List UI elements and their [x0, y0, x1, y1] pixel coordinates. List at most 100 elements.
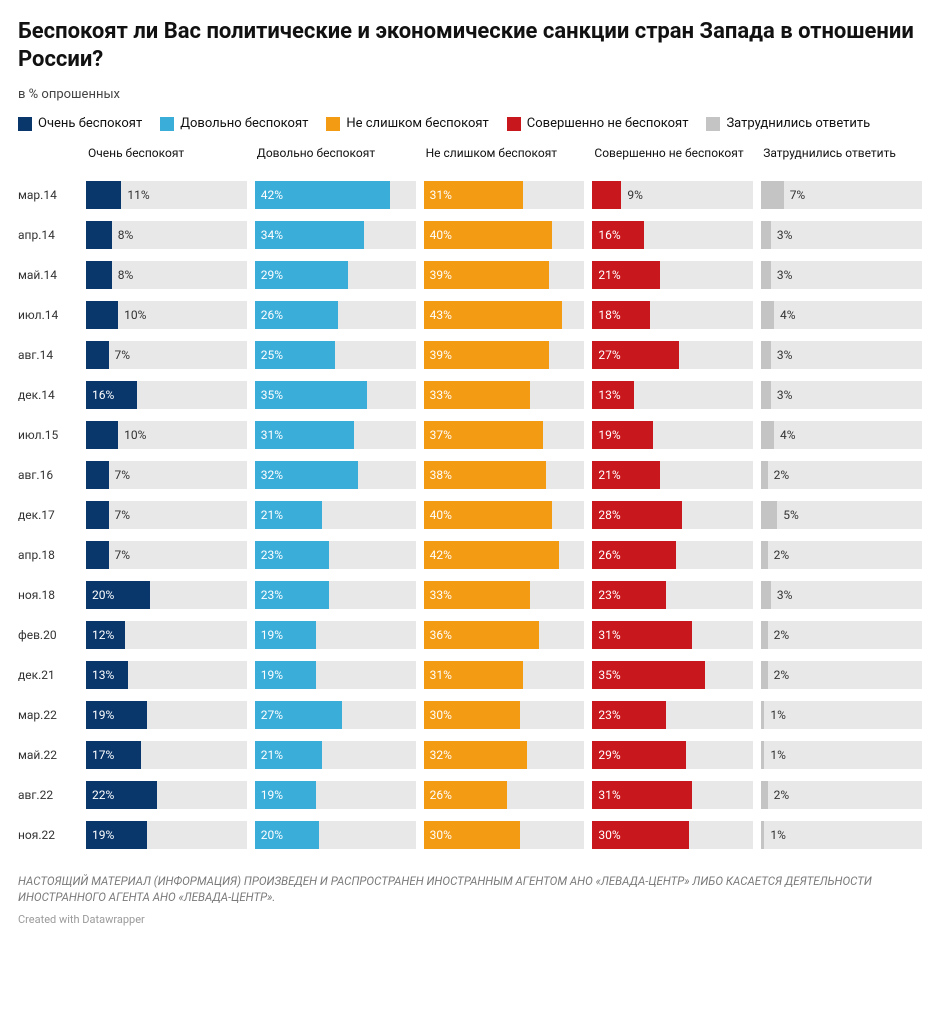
bar-label: 3% — [777, 588, 793, 602]
cell: 8% — [86, 221, 247, 249]
row-label: авг.14 — [18, 341, 78, 369]
cell: 39% — [424, 341, 585, 369]
bar-label: 13% — [598, 388, 620, 402]
bar-label: 26% — [598, 548, 620, 562]
cell: 23% — [255, 581, 416, 609]
cell: 27% — [592, 341, 753, 369]
bar-label: 19% — [261, 788, 283, 802]
cell: 21% — [592, 461, 753, 489]
bar-label: 2% — [774, 668, 790, 682]
cell: 3% — [761, 261, 922, 289]
cell: 9% — [592, 181, 753, 209]
bar-label: 43% — [430, 308, 452, 322]
bar — [761, 261, 771, 289]
bar-label: 40% — [430, 508, 452, 522]
row-label: дек.14 — [18, 381, 78, 409]
bar-label: 9% — [627, 188, 643, 202]
bar-label: 11% — [127, 188, 149, 202]
chart-title: Беспокоят ли Вас политические и экономич… — [18, 18, 922, 73]
row-label: дек.17 — [18, 501, 78, 529]
column-header: Затруднились ответить — [761, 147, 922, 169]
bar-label: 7% — [790, 188, 806, 202]
cell: 3% — [761, 341, 922, 369]
row-label: июл.14 — [18, 301, 78, 329]
bar — [86, 541, 109, 569]
row-label: мар.14 — [18, 181, 78, 209]
chart-grid: Очень беспокоятДовольно беспокоятНе слиш… — [18, 147, 922, 849]
bar — [761, 421, 774, 449]
bar-label: 31% — [261, 428, 283, 442]
cell: 37% — [424, 421, 585, 449]
row-label: май.22 — [18, 741, 78, 769]
cell: 29% — [592, 741, 753, 769]
bar-label: 16% — [92, 388, 114, 402]
cell: 19% — [255, 621, 416, 649]
bar — [761, 301, 774, 329]
cell: 39% — [424, 261, 585, 289]
row-label: ноя.18 — [18, 581, 78, 609]
bar-label: 26% — [430, 788, 452, 802]
bar — [761, 701, 764, 729]
cell: 28% — [592, 501, 753, 529]
bar-label: 31% — [430, 668, 452, 682]
bar-label: 25% — [261, 348, 283, 362]
cell: 2% — [761, 541, 922, 569]
bar-label: 2% — [774, 548, 790, 562]
cell: 35% — [255, 381, 416, 409]
header-spacer — [18, 147, 78, 169]
row-label: апр.14 — [18, 221, 78, 249]
bar-label: 7% — [115, 548, 131, 562]
bar-label: 29% — [261, 268, 283, 282]
bar — [86, 341, 109, 369]
row-label: апр.18 — [18, 541, 78, 569]
credit: Created with Datawrapper — [18, 913, 922, 926]
legend-label: Не слишком беспокоят — [346, 116, 488, 131]
row-label: мар.22 — [18, 701, 78, 729]
cell: 18% — [592, 301, 753, 329]
cell: 3% — [761, 221, 922, 249]
cell: 26% — [424, 781, 585, 809]
cell: 19% — [255, 661, 416, 689]
cell: 3% — [761, 581, 922, 609]
bar-label: 2% — [774, 628, 790, 642]
bar-label: 8% — [118, 228, 134, 242]
legend-swatch — [706, 117, 720, 131]
cell: 4% — [761, 301, 922, 329]
cell: 10% — [86, 421, 247, 449]
cell: 17% — [86, 741, 247, 769]
cell: 1% — [761, 821, 922, 849]
bar-label: 34% — [261, 228, 283, 242]
cell: 34% — [255, 221, 416, 249]
cell: 31% — [592, 781, 753, 809]
cell: 26% — [592, 541, 753, 569]
cell: 2% — [761, 781, 922, 809]
row-label: ноя.22 — [18, 821, 78, 849]
cell: 2% — [761, 661, 922, 689]
cell: 40% — [424, 501, 585, 529]
bar-label: 23% — [598, 588, 620, 602]
cell: 13% — [86, 661, 247, 689]
bar — [761, 821, 764, 849]
bar — [761, 621, 767, 649]
legend-swatch — [18, 117, 32, 131]
cell: 42% — [424, 541, 585, 569]
cell: 23% — [255, 541, 416, 569]
bar-label: 31% — [598, 788, 620, 802]
cell: 26% — [255, 301, 416, 329]
cell: 30% — [424, 821, 585, 849]
bar-label: 27% — [261, 708, 283, 722]
cell: 16% — [86, 381, 247, 409]
legend-item: Не слишком беспокоят — [326, 116, 488, 131]
bar-label: 31% — [430, 188, 452, 202]
bar-label: 1% — [770, 708, 786, 722]
bar-label: 32% — [261, 468, 283, 482]
cell: 35% — [592, 661, 753, 689]
bar-label: 28% — [598, 508, 620, 522]
cell: 33% — [424, 581, 585, 609]
cell: 19% — [255, 781, 416, 809]
bar-label: 5% — [783, 508, 799, 522]
cell: 19% — [86, 701, 247, 729]
bar — [761, 781, 767, 809]
cell: 2% — [761, 461, 922, 489]
bar — [86, 461, 109, 489]
